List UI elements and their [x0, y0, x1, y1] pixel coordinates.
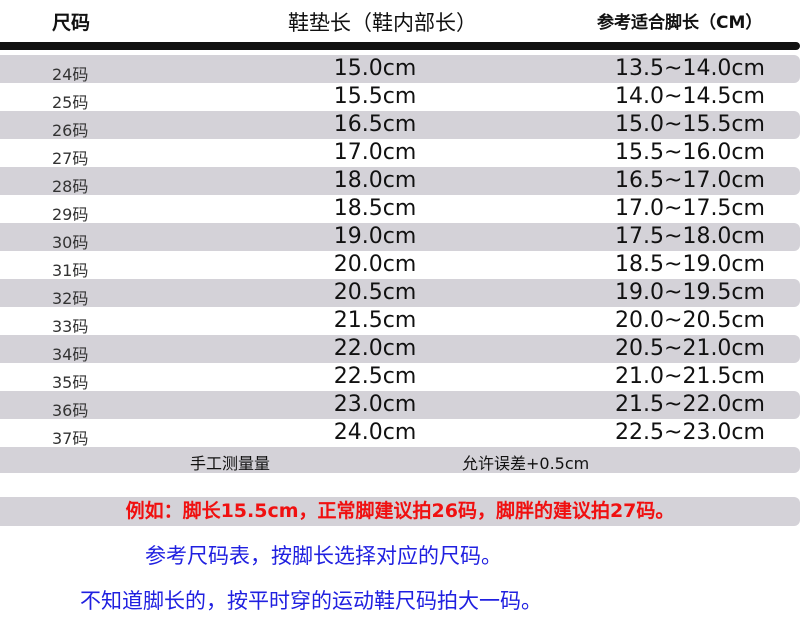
cell-size: 25码: [52, 93, 89, 112]
cell-foot: 17.0~17.5cm: [615, 196, 765, 221]
table-row: 33码 21.5cm 20.0~20.5cm: [0, 307, 800, 336]
cell-size: 29码: [52, 205, 89, 224]
cell-size: 33码: [52, 317, 89, 336]
cell-size: 30码: [52, 233, 89, 252]
header-foot: 参考适合脚长（CM）: [597, 13, 763, 33]
header-insole: 鞋垫长（鞋内部长）: [288, 11, 477, 35]
cell-foot: 20.0~20.5cm: [615, 308, 765, 333]
cell-insole: 22.0cm: [333, 336, 417, 361]
cell-size: 31码: [52, 261, 89, 280]
cell-foot: 20.5~21.0cm: [615, 336, 765, 361]
cell-foot: 19.0~19.5cm: [615, 280, 765, 305]
cell-foot: 21.0~21.5cm: [615, 364, 765, 389]
cell-foot: 15.5~16.0cm: [615, 140, 765, 165]
cell-insole: 16.5cm: [333, 112, 417, 137]
table-row: 28码 18.0cm 16.5~17.0cm: [0, 167, 800, 196]
cell-insole: 19.0cm: [333, 224, 417, 249]
cell-foot: 16.5~17.0cm: [615, 168, 765, 193]
header-divider: [0, 42, 800, 50]
cell-foot: 18.5~19.0cm: [615, 252, 765, 277]
cell-insole: 15.0cm: [333, 56, 417, 81]
cell-insole: 18.0cm: [333, 168, 417, 193]
tip-2: 不知道脚长的，按平时穿的运动鞋尺码拍大一码。: [80, 589, 542, 613]
cell-size: 35码: [52, 373, 89, 392]
cell-size: 26码: [52, 121, 89, 140]
cell-size: 36码: [52, 401, 89, 420]
table-row: 30码 19.0cm 17.5~18.0cm: [0, 223, 800, 252]
cell-insole: 23.0cm: [333, 392, 417, 417]
cell-insole: 18.5cm: [333, 196, 417, 221]
header-size: 尺码: [52, 12, 91, 34]
cell-insole: 17.0cm: [333, 140, 417, 165]
cell-insole: 21.5cm: [333, 308, 417, 333]
table-row: 27码 17.0cm 15.5~16.0cm: [0, 139, 800, 168]
table-row: 31码 20.0cm 18.5~19.0cm: [0, 251, 800, 280]
cell-foot: 21.5~22.0cm: [615, 392, 765, 417]
table-row: 36码 23.0cm 21.5~22.0cm: [0, 391, 800, 420]
cell-foot: 17.5~18.0cm: [615, 224, 765, 249]
table-row: 26码 16.5cm 15.0~15.5cm: [0, 111, 800, 140]
table-row: 24码 15.0cm 13.5~14.0cm: [0, 55, 800, 84]
cell-foot: 13.5~14.0cm: [615, 56, 765, 81]
cell-size: 24码: [52, 65, 89, 84]
tip-1: 参考尺码表，按脚长选择对应的尺码。: [145, 544, 502, 568]
cell-size: 37码: [52, 429, 89, 448]
example-text: 例如：脚长15.5cm，正常脚建议拍26码，脚胖的建议拍27码。: [0, 497, 800, 526]
cell-size: 32码: [52, 289, 89, 308]
table-row: 25码 15.5cm 14.0~14.5cm: [0, 83, 800, 112]
cell-insole: 20.5cm: [333, 280, 417, 305]
cell-size: 28码: [52, 177, 89, 196]
table-row: 34码 22.0cm 20.5~21.0cm: [0, 335, 800, 364]
table-row: 37码 24.0cm 22.5~23.0cm: [0, 419, 800, 448]
cell-foot: 22.5~23.0cm: [615, 420, 765, 445]
cell-insole: 20.0cm: [333, 252, 417, 277]
note-right: 允许误差+0.5cm: [462, 454, 590, 473]
note-row: 手工测量量 允许误差+0.5cm: [0, 447, 800, 473]
size-table: 24码 15.0cm 13.5~14.0cm 25码 15.5cm 14.0~14.5cm…: [0, 55, 800, 448]
cell-insole: 24.0cm: [333, 420, 417, 445]
cell-size: 27码: [52, 149, 89, 168]
table-row: 32码 20.5cm 19.0~19.5cm: [0, 279, 800, 308]
cell-size: 34码: [52, 345, 89, 364]
cell-foot: 15.0~15.5cm: [615, 112, 765, 137]
cell-insole: 22.5cm: [333, 364, 417, 389]
cell-foot: 14.0~14.5cm: [615, 84, 765, 109]
table-row: 35码 22.5cm 21.0~21.5cm: [0, 363, 800, 392]
cell-insole: 15.5cm: [333, 84, 417, 109]
note-left: 手工测量量: [190, 454, 271, 473]
table-row: 29码 18.5cm 17.0~17.5cm: [0, 195, 800, 224]
